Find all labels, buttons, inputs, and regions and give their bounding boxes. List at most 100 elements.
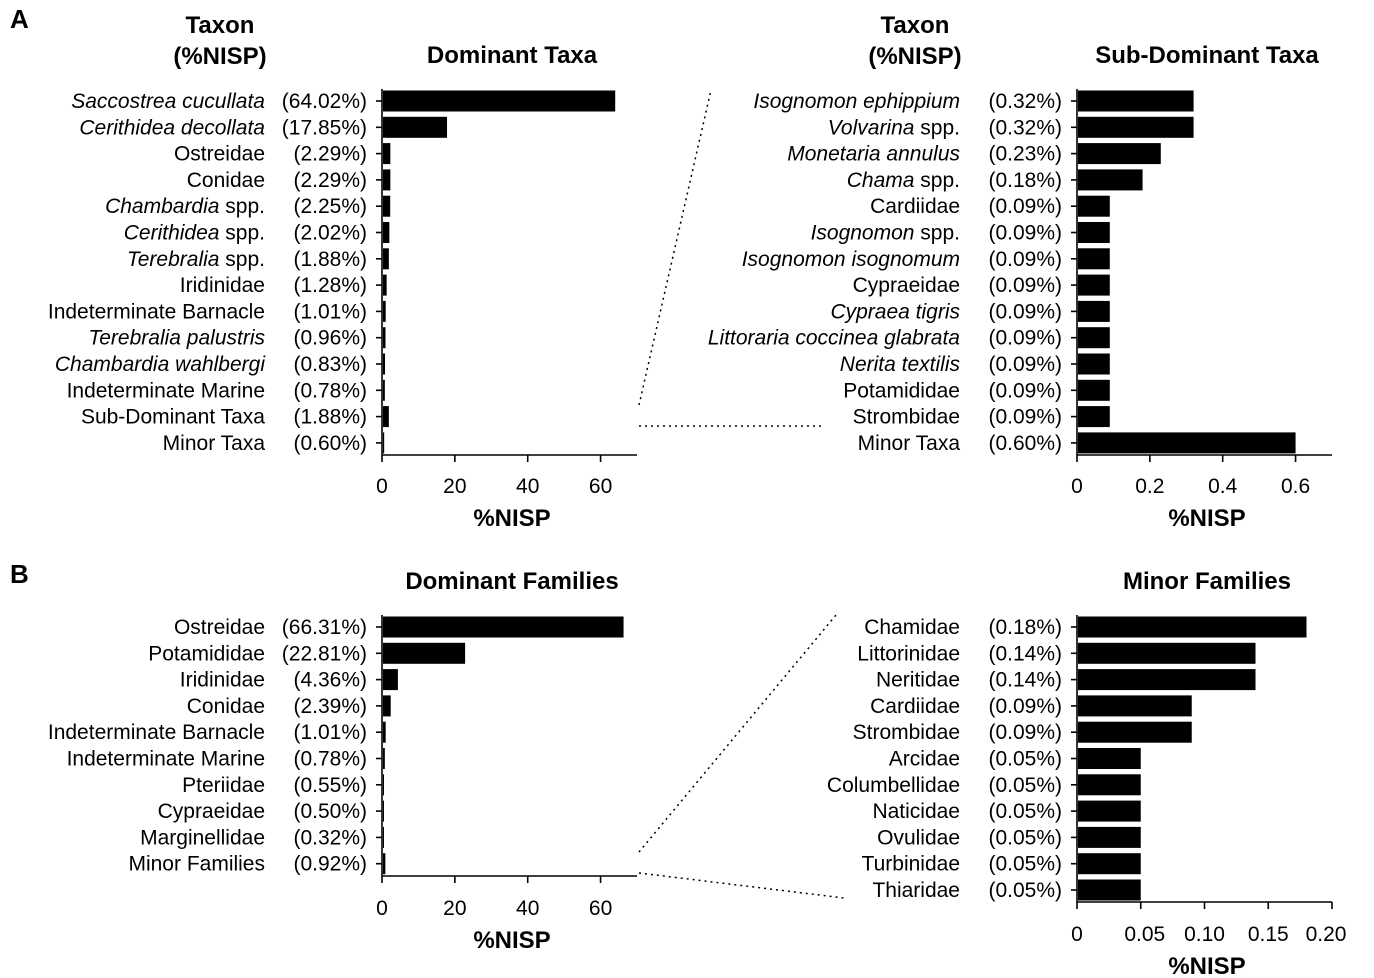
category-label: Chama spp.: [847, 169, 960, 192]
category-label: Pteriidae: [182, 774, 265, 797]
percent-label: (66.31%): [282, 616, 367, 639]
percent-label: (1.88%): [293, 406, 367, 429]
category-label: Ovulidae: [877, 826, 960, 849]
percent-label: (0.05%): [988, 879, 1062, 902]
percent-label: (0.18%): [988, 616, 1062, 639]
percent-label: (22.81%): [282, 642, 367, 665]
percent-label: (0.09%): [988, 300, 1062, 323]
bar: [383, 748, 385, 769]
category-label: Minor Taxa: [163, 432, 266, 455]
percent-label: (0.14%): [988, 642, 1062, 665]
bar: [383, 826, 384, 848]
x-tick-label: 0: [376, 475, 388, 498]
category-label: Neritidae: [876, 669, 960, 692]
bar: [1078, 748, 1141, 769]
bar: [1078, 143, 1161, 165]
category-label: Ostreidae: [174, 616, 265, 639]
category-label: Cardiidae: [870, 195, 960, 218]
x-tick-label: 20: [443, 475, 466, 498]
x-tick-label: 0: [376, 897, 388, 920]
category-label: Cypraea tigris: [830, 300, 960, 323]
percent-label: (0.96%): [293, 327, 367, 350]
x-tick-label: 0.20: [1306, 923, 1347, 946]
percent-label: (0.60%): [293, 432, 367, 455]
bar: [383, 143, 391, 165]
bar: [1078, 432, 1296, 454]
category-label: Arcidae: [889, 748, 960, 771]
sub-dominant-taxa-chart: Sub-Dominant Taxa Taxon (%NISP) Isognomon e…: [708, 12, 1332, 532]
x-tick-label: 0.15: [1248, 923, 1289, 946]
bar: [1078, 853, 1141, 875]
percent-label: (1.28%): [293, 274, 367, 297]
percent-label: (0.09%): [988, 195, 1062, 218]
category-label: Minor Families: [128, 853, 265, 876]
x-axis-label: %NISP: [473, 927, 550, 954]
category-label: Isognomon isognomum: [742, 248, 960, 271]
bar: [383, 642, 466, 664]
minor-families-chart: Minor Families Chamidae (0.18%) Littorinida…: [827, 568, 1347, 978]
bar: [1078, 800, 1141, 822]
percent-label: (0.60%): [988, 432, 1062, 455]
category-label: Minor Taxa: [858, 432, 961, 455]
percent-label: (0.05%): [988, 774, 1062, 797]
chart-title: Dominant Families: [405, 568, 618, 595]
bar: [383, 90, 616, 112]
x-tick-label: 60: [589, 475, 612, 498]
percent-label: (0.05%): [988, 826, 1062, 849]
zoom-connector-top-b: [638, 614, 837, 853]
category-label: Strombidae: [853, 721, 960, 744]
zoom-connector-bottom-b: [638, 872, 845, 899]
x-tick-label: 0.05: [1124, 923, 1165, 946]
category-label: Cerithidea spp.: [124, 222, 265, 245]
category-label: Cerithidea decollata: [79, 116, 265, 139]
bar: [1078, 642, 1256, 664]
category-label: Littorinidae: [857, 642, 960, 665]
category-label: Nerita textilis: [840, 353, 961, 376]
bar: [1078, 695, 1192, 717]
column-header: Taxon: [186, 12, 255, 39]
bar: [1078, 669, 1256, 691]
category-label: Saccostrea cucullata: [71, 90, 265, 113]
column-header: (%NISP): [868, 43, 961, 70]
bar: [383, 274, 387, 296]
percent-label: (0.09%): [988, 248, 1062, 271]
category-label: Cypraeidae: [158, 800, 265, 823]
percent-label: (1.88%): [293, 248, 367, 271]
percent-label: (0.83%): [293, 353, 367, 376]
percent-label: (0.55%): [293, 774, 367, 797]
bar: [383, 669, 398, 691]
category-label: Indeterminate Barnacle: [48, 300, 265, 323]
x-tick-label: 0.4: [1208, 475, 1238, 498]
percent-label: (2.29%): [293, 169, 367, 192]
category-label: Ostreidae: [174, 143, 265, 166]
bar: [1078, 300, 1110, 322]
category-label: Chambardia wahlbergi: [55, 353, 266, 376]
percent-label: (64.02%): [282, 90, 367, 113]
chart-title: Sub-Dominant Taxa: [1095, 42, 1319, 69]
percent-label: (0.32%): [988, 90, 1062, 113]
category-label: Marginellidae: [140, 826, 265, 849]
x-tick-label: 40: [516, 475, 539, 498]
bar: [383, 616, 624, 638]
bar: [1078, 879, 1141, 901]
bar: [383, 222, 390, 243]
bar: [1078, 169, 1143, 191]
percent-label: (0.09%): [988, 274, 1062, 297]
bar: [1078, 353, 1110, 375]
category-label: Monetaria annulus: [787, 143, 960, 166]
category-label: Indeterminate Marine: [67, 379, 265, 402]
dominant-taxa-chart: Dominant Taxa Taxon (%NISP) Saccostrea cucu…: [48, 12, 637, 532]
category-label: Chambardia spp.: [105, 195, 265, 218]
bar: [1078, 116, 1194, 138]
percent-label: (0.18%): [988, 169, 1062, 192]
dominant-families-chart: Dominant Families Ostreidae (66.31%) Potami…: [48, 568, 637, 954]
percent-label: (0.09%): [988, 379, 1062, 402]
chart-title: Dominant Taxa: [427, 42, 598, 69]
bar: [1078, 721, 1192, 743]
percent-label: (2.29%): [293, 143, 367, 166]
bar: [383, 432, 385, 454]
category-label: Strombidae: [853, 406, 960, 429]
bar: [1078, 327, 1110, 349]
category-label: Conidae: [187, 695, 265, 718]
